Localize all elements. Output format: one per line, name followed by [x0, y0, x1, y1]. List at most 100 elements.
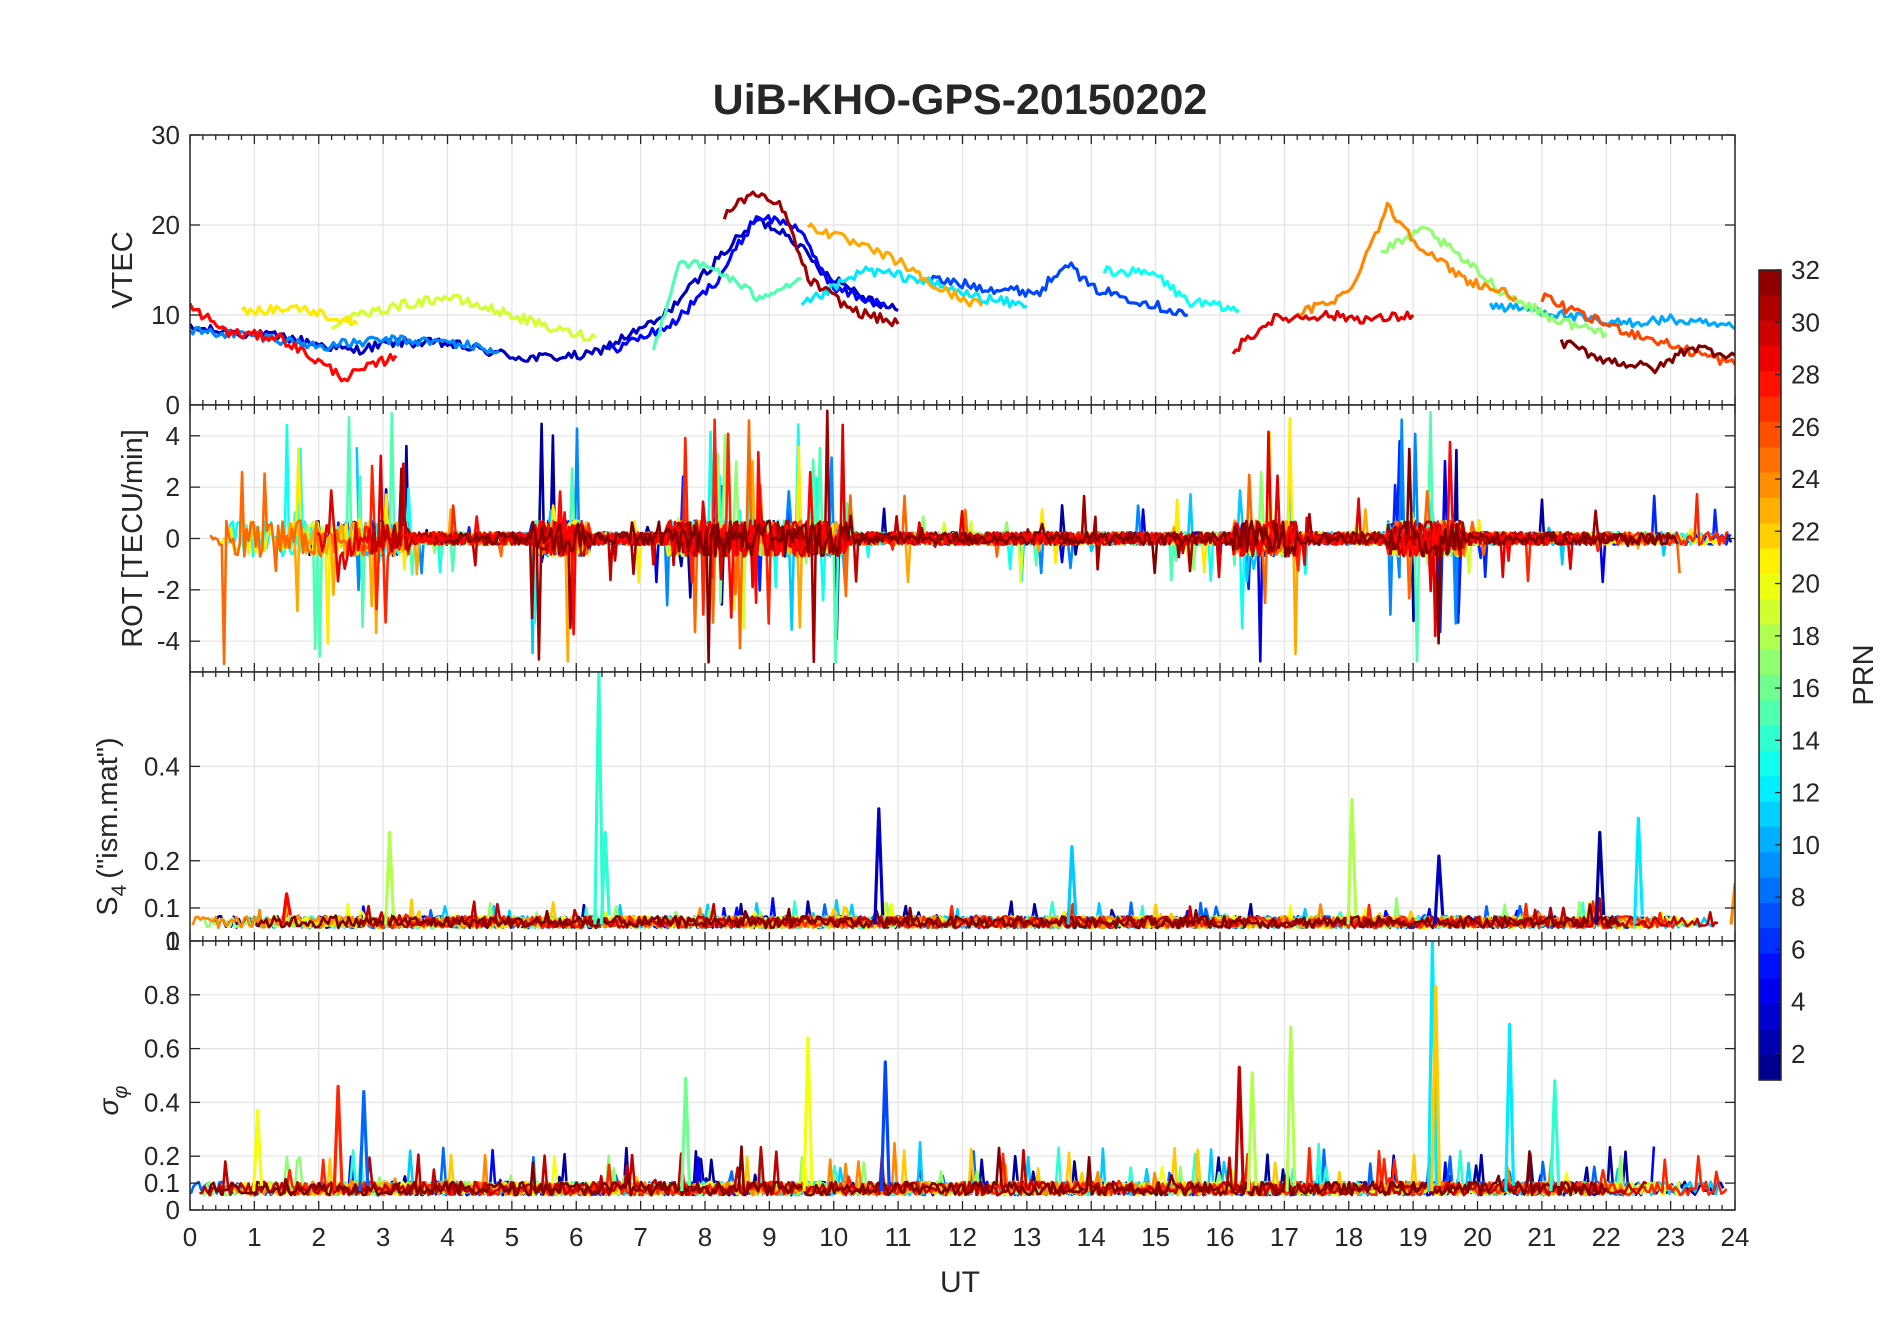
peak-11 [1430, 985, 1442, 1192]
x-tick-label: 2 [312, 1222, 326, 1252]
y-tick-labels: -4 -2 0 2 4 [157, 421, 1735, 656]
y-axis-label-sub: φ [110, 1086, 132, 1099]
peak-3 [593, 672, 605, 925]
series-prn-29 [1231, 309, 1415, 355]
colorbar-label: PRN [1848, 644, 1880, 705]
y-tick-labels: 0.1 0.2 0.4 [144, 751, 1735, 923]
series-prn-32 [255, 903, 1620, 930]
colorbar-tick-label: 8 [1791, 882, 1805, 912]
x-tick-label: 0 [183, 1222, 197, 1252]
x-tick-label: 10 [819, 1222, 848, 1252]
peak-4 [680, 1076, 692, 1192]
colorbar-band [1759, 599, 1781, 625]
series-prn-7 [928, 261, 1188, 317]
x-tick-label: 1 [247, 1222, 261, 1252]
colorbar-band [1759, 396, 1781, 423]
y-tick-label: 0 [166, 390, 180, 420]
x-ticks [189, 672, 1736, 941]
colorbar-tick-label: 22 [1791, 516, 1820, 546]
colorbar-band [1759, 877, 1781, 904]
colorbar-band [1759, 750, 1781, 777]
series-prn-15 [651, 258, 802, 351]
y-tick-label: 0 [166, 524, 180, 554]
y-tick-label: 10 [151, 300, 180, 330]
y-tick-label: -4 [157, 626, 180, 656]
x-axis-label: UT [940, 1266, 980, 1299]
y-axis-label: ROT [TECU/min] [117, 429, 149, 648]
series-prn-32 [1559, 339, 1735, 375]
x-tick-label: 8 [698, 1222, 712, 1252]
y-tick-label: 0.1 [144, 1168, 180, 1198]
y-tick-label: 30 [151, 120, 180, 150]
colorbar-band [1759, 371, 1781, 398]
colorbar-tick-label: 2 [1791, 1039, 1805, 1069]
colorbar-tick-label: 24 [1791, 464, 1820, 494]
colorbar-band [1759, 472, 1781, 499]
y-axis-label: S4 ("ism.mat") [92, 737, 131, 915]
peak-8 [1246, 1071, 1258, 1192]
y-tick-label: 0.4 [144, 1087, 180, 1117]
y-axis-label-sub: 4 [108, 884, 131, 896]
peak-10 [1633, 816, 1644, 925]
x-tick-label: 13 [1012, 1222, 1041, 1252]
colorbar-tick-label: 10 [1791, 830, 1820, 860]
series-prn-30 [199, 1145, 1648, 1197]
series-prn-24 [1296, 201, 1518, 318]
y-tick-label: 1 [166, 926, 180, 956]
x-tick-label: 11 [885, 1222, 912, 1252]
panel-1: 0 10 20 30 VTEC [107, 120, 1736, 420]
series-group [191, 672, 1735, 930]
colorbar-band [1759, 1004, 1781, 1030]
colorbar-tick-label: 6 [1791, 934, 1805, 964]
x-tick-label: 17 [1270, 1222, 1299, 1252]
x-tick-label: 15 [1141, 1222, 1170, 1252]
y-tick-labels: 00.10.20.40.60.810 [144, 926, 1735, 1225]
series-prn-23 [806, 222, 984, 308]
y-tick-label: 0.4 [144, 751, 180, 781]
y-tick-label: 2 [166, 472, 180, 502]
y-axis-label-rest: ("ism.mat") [92, 737, 124, 878]
series-prn-9 [190, 325, 500, 355]
series-prn-12 [800, 265, 1028, 309]
y-axis-label: σφ [93, 1086, 132, 1116]
peak-8 [1433, 854, 1445, 925]
series-prn-19 [330, 293, 597, 342]
x-tick-label: 7 [633, 1222, 647, 1252]
series-group [209, 409, 1733, 666]
x-axis: 0 1 2 3 4 5 6 7 8 9 10 11 12 13 14 15 16 17 18 19 20 21 22 23 24 [183, 1222, 1750, 1252]
y-tick-label: 0 [166, 926, 180, 956]
series-prn-21 [240, 303, 359, 327]
y-tick-label: 0.2 [144, 846, 180, 876]
peak-12 [1504, 1022, 1516, 1192]
y-axis-label: VTEC [107, 231, 139, 308]
x-ticks [189, 405, 1736, 672]
peak-1 [281, 892, 292, 925]
peak-7 [1233, 1065, 1245, 1192]
x-tick-label: 12 [948, 1222, 977, 1252]
colorbar-band [1759, 649, 1781, 676]
colorbar-tick-label: 26 [1791, 412, 1820, 442]
y-tick-label: 4 [166, 421, 180, 451]
colorbar-tick-label: 18 [1791, 621, 1820, 651]
x-tick-label: 19 [1399, 1222, 1428, 1252]
x-tick-label: 16 [1206, 1222, 1235, 1252]
colorbar-band [1759, 776, 1781, 803]
x-tick-label: 18 [1334, 1222, 1363, 1252]
x-tick-label: 21 [1527, 1222, 1556, 1252]
x-tick-label: 3 [376, 1222, 390, 1252]
colorbar-band [1759, 345, 1781, 372]
x-tick-label: 24 [1721, 1222, 1750, 1252]
series-prn-3 [190, 217, 899, 363]
colorbar-band [1759, 523, 1781, 550]
peak-1 [252, 1108, 264, 1192]
colorbar-band [1759, 624, 1781, 651]
panel-3: 0.1 0.2 0.4 S4 ("ism.mat") [92, 671, 1736, 942]
peak-5 [873, 807, 885, 925]
colorbar-band [1759, 801, 1781, 828]
colorbar-band [1759, 725, 1781, 752]
x-tick-label: 4 [440, 1222, 454, 1252]
x-ticks [189, 135, 1736, 405]
